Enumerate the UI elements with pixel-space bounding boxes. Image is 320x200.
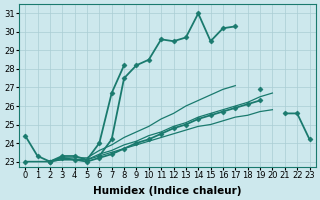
X-axis label: Humidex (Indice chaleur): Humidex (Indice chaleur) <box>93 186 242 196</box>
